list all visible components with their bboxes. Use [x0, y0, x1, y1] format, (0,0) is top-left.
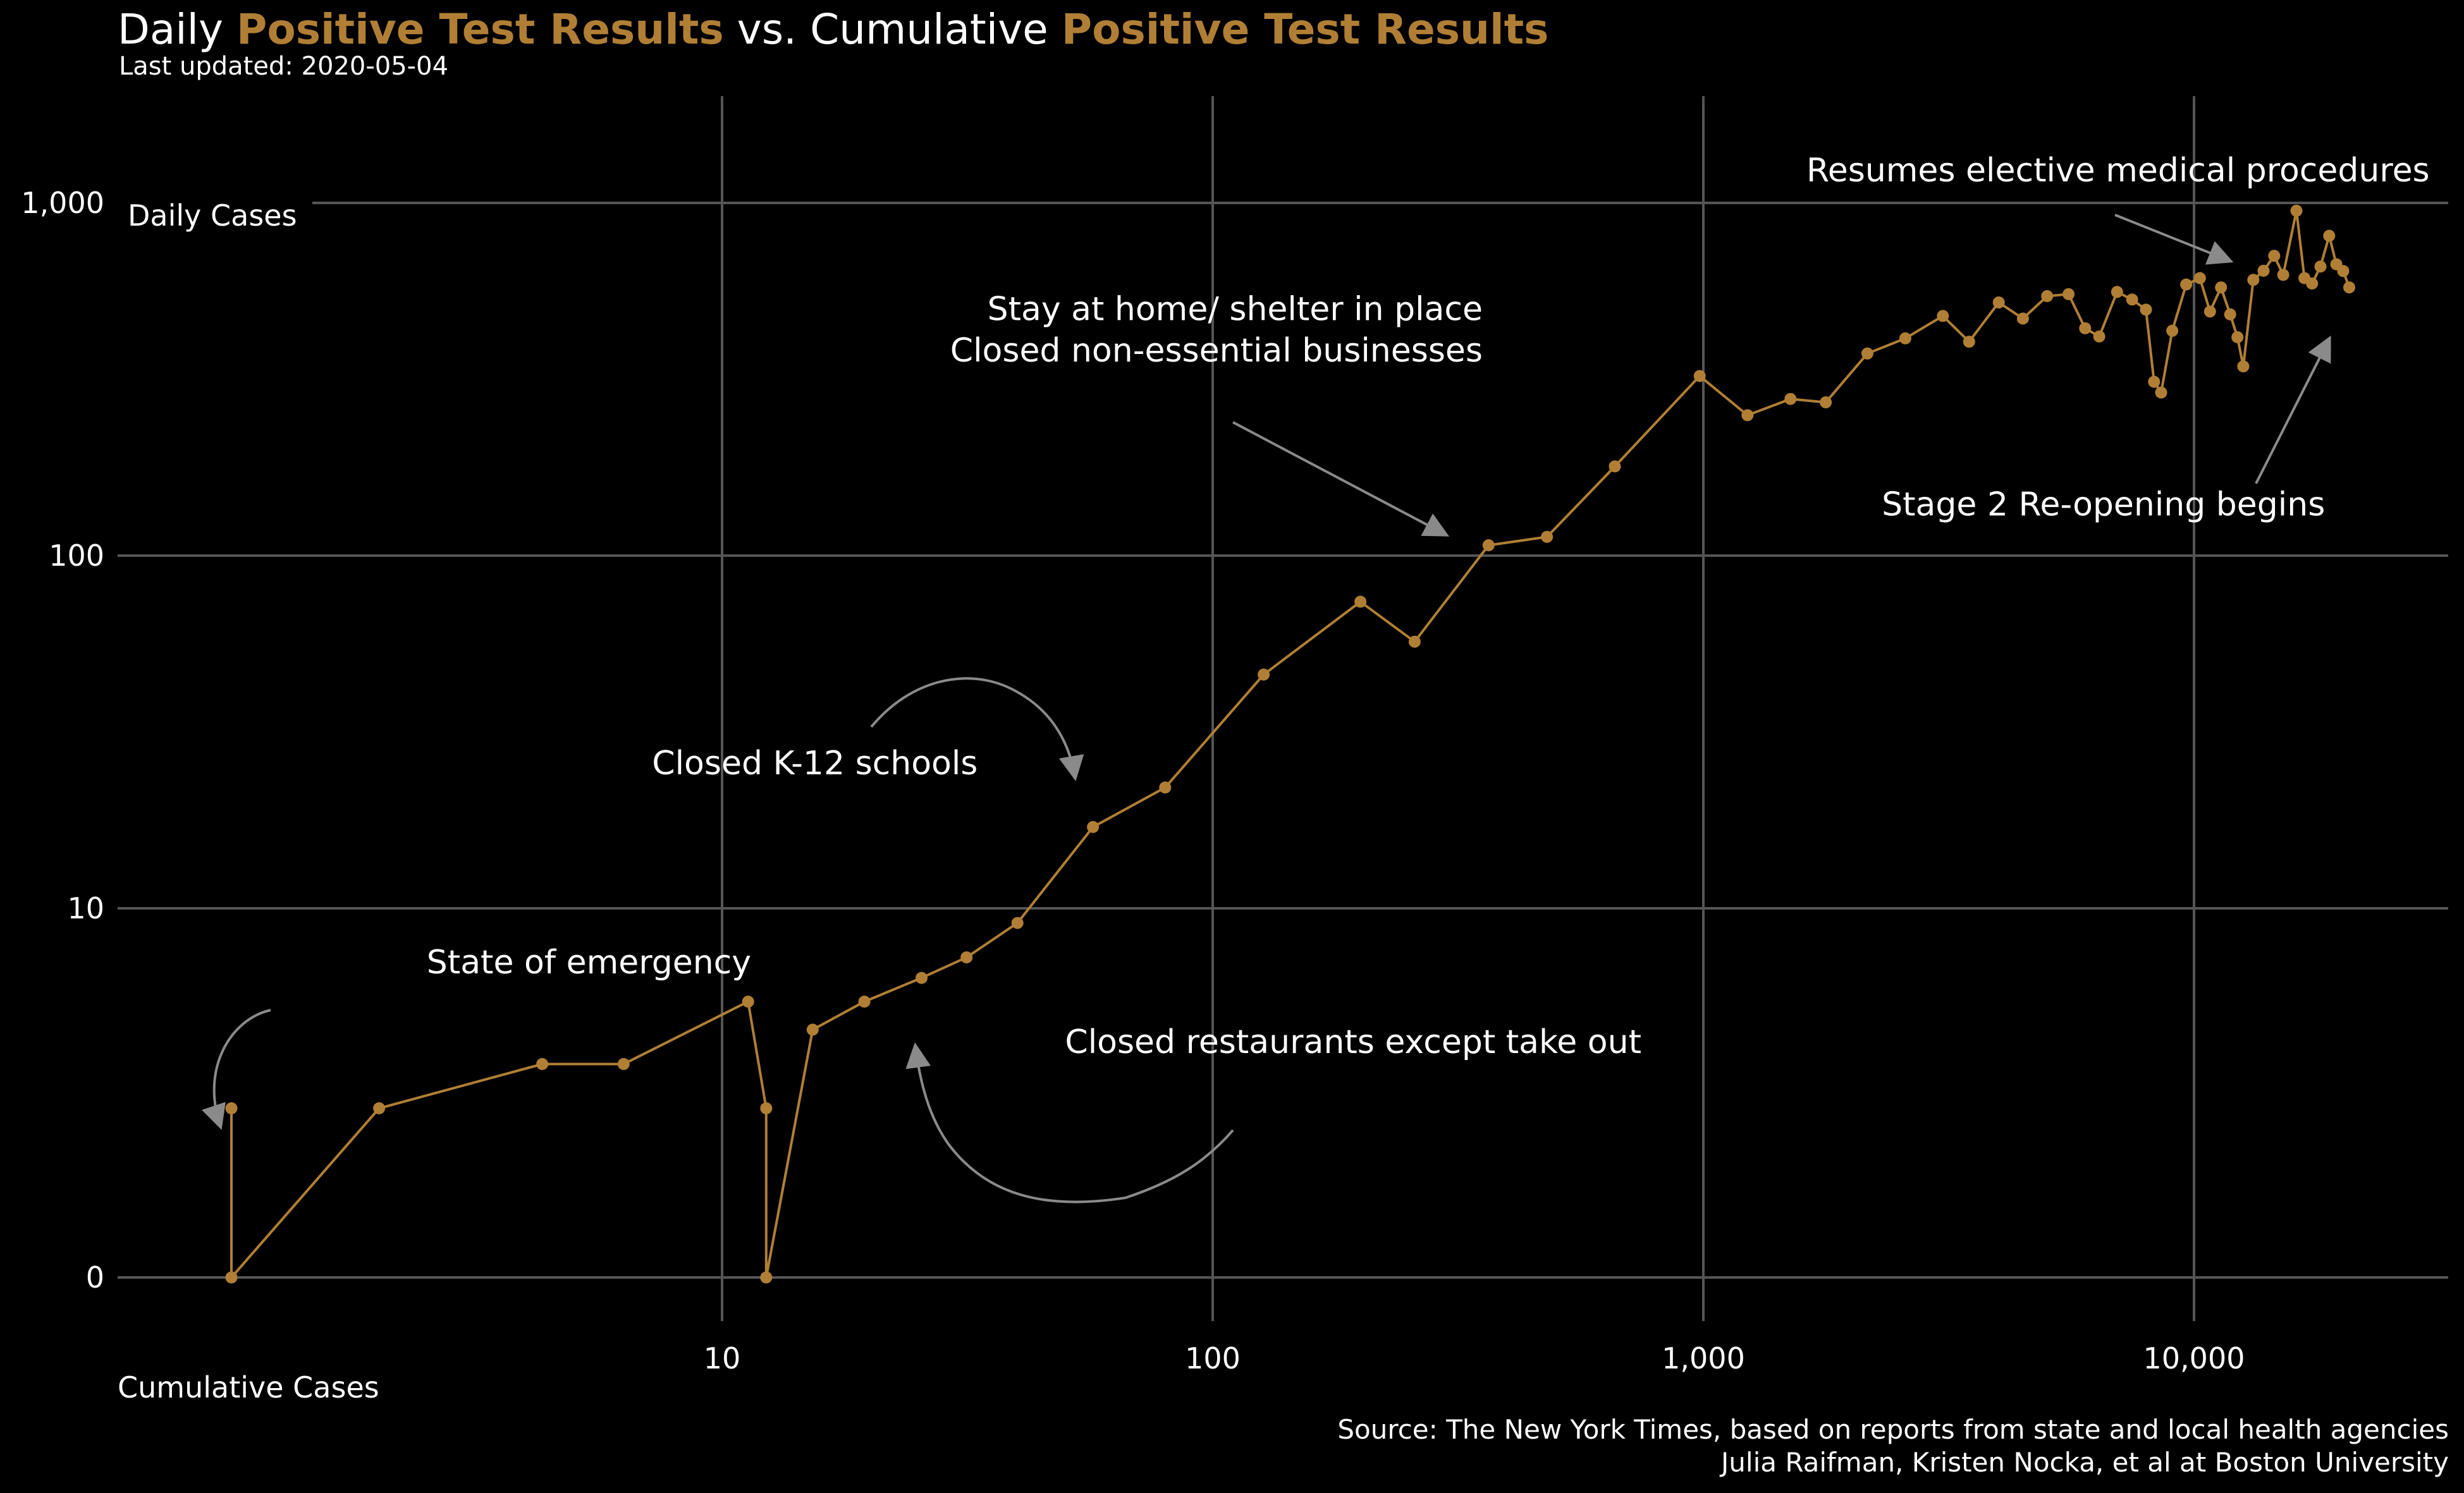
y-tick-label: 1,000 [21, 186, 104, 220]
series-line [230, 210, 2351, 1281]
y-tick-label: 100 [49, 539, 104, 573]
data-point [1541, 530, 1554, 543]
data-point [960, 951, 973, 964]
data-point [2204, 305, 2216, 318]
data-point [1408, 635, 1421, 648]
data-point [760, 1102, 773, 1114]
data-point [1992, 296, 2005, 308]
data-point [1482, 539, 1495, 552]
x-tick-label: 10,000 [2143, 1341, 2245, 1375]
data-point [2180, 278, 2193, 291]
arrow-state-of-emergency [201, 1009, 271, 1130]
x-tick-label: 100 [1185, 1341, 1241, 1375]
data-point [1354, 595, 1367, 608]
data-point [2337, 265, 2350, 277]
axis-layer: 0 10 100 1,000 10 100 1,000 10,000 Daily Cases Cu… [21, 186, 2245, 1405]
annotation-label: Stay at home/ shelter in place [988, 291, 1483, 329]
data-point [2193, 272, 2206, 284]
data-point [2126, 293, 2138, 306]
data-point [2290, 204, 2303, 217]
data-point [617, 1057, 630, 1070]
data-point [225, 1271, 238, 1284]
data-point [916, 972, 928, 984]
data-point [2257, 264, 2270, 277]
x-tick-label: 1,000 [1662, 1341, 1745, 1375]
data-point [1087, 820, 1100, 833]
data-point [2155, 386, 2167, 399]
arrow-elective-procedures [2114, 214, 2234, 265]
data-point [742, 996, 754, 1008]
annotation-arrows [201, 214, 2331, 1204]
grid-layer [118, 96, 2448, 1321]
data-point [1820, 396, 1832, 408]
series-layer [225, 204, 2355, 1284]
chart-title: Daily Positive Test Results vs. Cumulati… [118, 5, 1548, 54]
annotation-label: State of emergency [427, 944, 751, 982]
annotation-label: Closed restaurants except take out [1065, 1023, 1641, 1061]
data-point [1963, 336, 1975, 348]
data-point [1784, 393, 1797, 405]
data-point [2093, 330, 2105, 343]
data-point [2215, 281, 2228, 294]
annotation-label: Closed non-essential businesses [950, 332, 1483, 370]
data-point [1609, 460, 1621, 473]
data-point [373, 1102, 386, 1114]
caption-authors: Julia Raifman, Kristen Nocka, et al at B… [1720, 1447, 2449, 1478]
arrow-closed-restaurants [905, 1042, 1234, 1204]
data-point [2343, 281, 2355, 294]
arrow-closed-k12-schools [870, 677, 1084, 781]
data-point [2140, 303, 2152, 316]
data-point [536, 1057, 549, 1070]
y-axis-title: Daily Cases [128, 198, 297, 233]
y-tick-label: 0 [86, 1260, 104, 1295]
x-axis-title: Cumulative Cases [118, 1370, 379, 1405]
title-part-2: Positive Test Results [236, 5, 724, 54]
data-point [858, 996, 871, 1008]
data-point [1258, 668, 1270, 681]
annotation-label: Resumes elective medical procedures [1806, 152, 2430, 190]
title-part-4: Positive Test Results [1061, 5, 1549, 54]
data-point [2016, 312, 2029, 325]
data-point [2323, 229, 2336, 242]
data-point [2111, 286, 2123, 298]
data-point [2148, 375, 2161, 388]
data-point [1937, 310, 1949, 322]
chart-caption: Source: The New York Times, based on rep… [1337, 1413, 2449, 1479]
title-part-3: vs. Cumulative [723, 5, 1062, 54]
data-point [2268, 250, 2281, 262]
data-point [2224, 308, 2236, 320]
annotation-labels: State of emergency Closed K-12 schools Clo… [427, 152, 2430, 1061]
data-point [806, 1023, 819, 1036]
chart-subtitle: Last updated: 2020-05-04 [119, 52, 449, 81]
arrow-stay-at-home [1232, 421, 1450, 537]
data-point [2079, 322, 2092, 334]
title-part-1: Daily [118, 5, 236, 54]
data-point [760, 1271, 773, 1284]
data-point [1861, 347, 1873, 360]
data-point [225, 1102, 238, 1114]
y-tick-label: 10 [67, 891, 104, 925]
arrow-stage-2-reopening [2255, 335, 2331, 484]
data-point [2277, 269, 2289, 281]
data-point [2314, 260, 2327, 273]
data-point [1899, 332, 1911, 344]
annotation-label: Stage 2 Re-opening begins [1882, 485, 2325, 523]
data-point [1011, 917, 1024, 929]
data-point [1741, 409, 1754, 422]
data-point [2306, 277, 2319, 289]
data-point [2237, 360, 2250, 373]
data-point [2166, 324, 2179, 337]
caption-source: Source: The New York Times, based on rep… [1337, 1414, 2449, 1445]
data-point [2231, 331, 2244, 343]
data-point [2063, 288, 2075, 300]
data-point [2041, 290, 2054, 302]
data-point [1693, 370, 1706, 382]
x-tick-label: 10 [704, 1341, 741, 1375]
data-point [2247, 274, 2260, 286]
data-point [1159, 781, 1172, 794]
annotation-label: Closed K-12 schools [652, 745, 978, 783]
